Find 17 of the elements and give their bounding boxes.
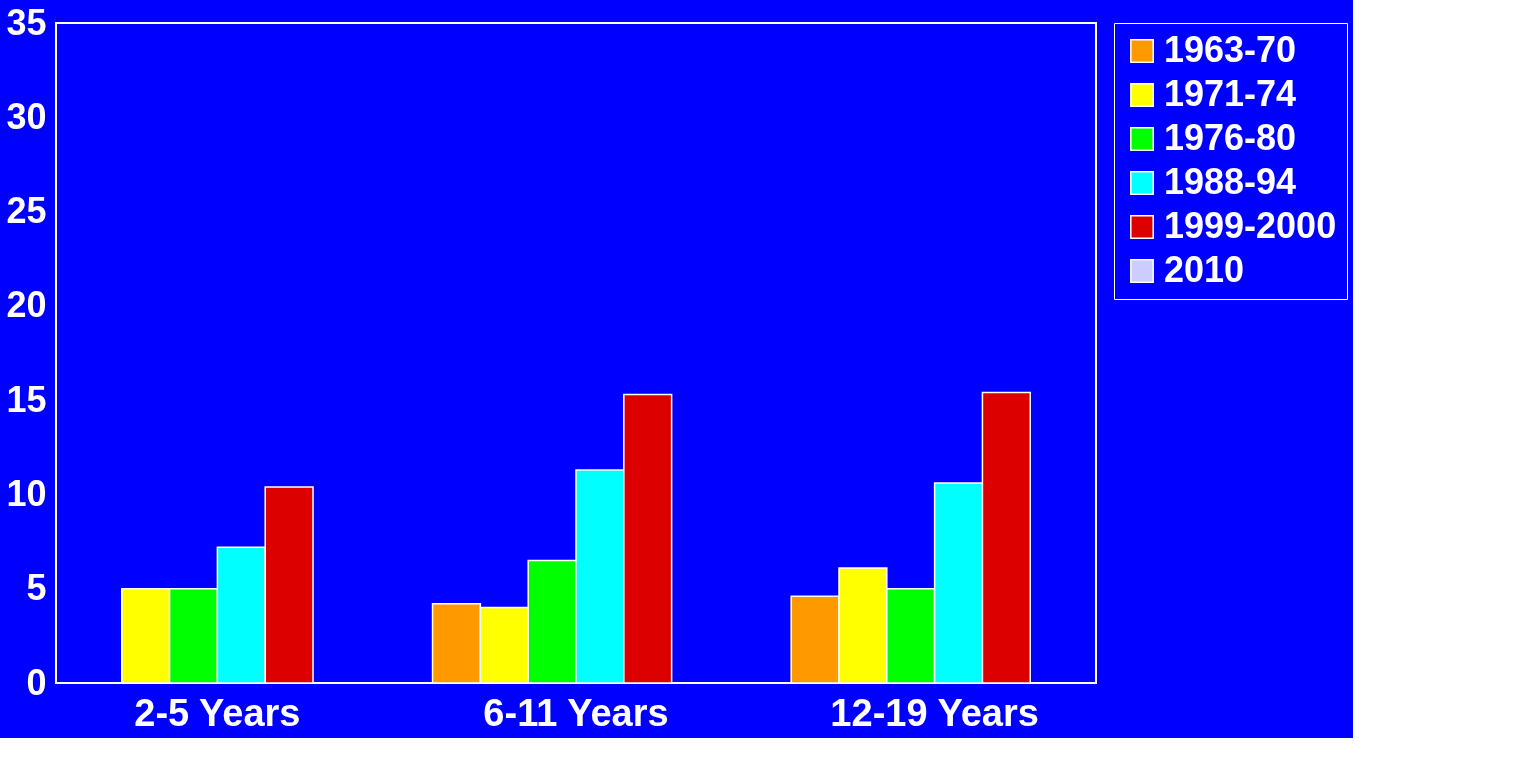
y-tick-label: 30 bbox=[6, 95, 47, 137]
x-tick-label: 12-19 Years bbox=[830, 691, 1039, 734]
x-tick-label: 2-5 Years bbox=[134, 691, 301, 734]
y-tick-label: 10 bbox=[6, 472, 47, 514]
y-tick-label: 35 bbox=[6, 1, 47, 43]
legend-label: 1963-70 bbox=[1164, 29, 1297, 70]
legend-label: 2010 bbox=[1164, 249, 1245, 290]
legend-label: 1999-2000 bbox=[1164, 205, 1337, 246]
y-tick-label: 20 bbox=[6, 284, 47, 326]
legend-label: 1988-94 bbox=[1164, 161, 1297, 202]
y-tick-label: 5 bbox=[26, 567, 47, 609]
legend-label: 1976-80 bbox=[1164, 117, 1297, 158]
y-tick-label: 0 bbox=[26, 661, 47, 703]
y-tick-label: 25 bbox=[6, 190, 47, 232]
legend-label: 1971-74 bbox=[1164, 73, 1297, 114]
x-tick-label: 6-11 Years bbox=[483, 691, 669, 734]
y-tick-label: 15 bbox=[6, 378, 47, 420]
